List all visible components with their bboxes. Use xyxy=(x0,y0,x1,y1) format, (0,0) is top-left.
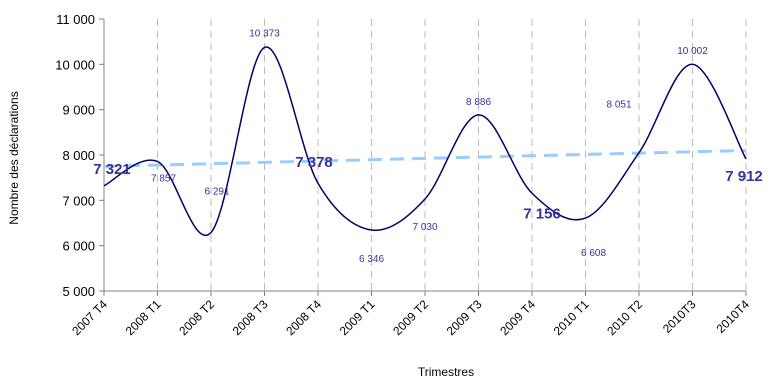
data-label: 7 321 xyxy=(93,161,131,178)
series-line xyxy=(103,46,747,236)
data-label: 7 156 xyxy=(523,205,561,222)
data-label: 7 030 xyxy=(412,222,437,233)
x-tick-label: 2010T4 xyxy=(713,297,752,336)
x-tick-labels: 2007 T4 2008 T1 2008 T2 2008 T3 2008 T4 2009 … xyxy=(69,297,752,338)
y-tick-label: 5 000 xyxy=(62,284,95,299)
grid-lines xyxy=(157,19,747,291)
x-tick-label: 2009 T3 xyxy=(444,297,485,338)
data-label: 6 608 xyxy=(581,248,606,259)
x-tick-label: 2008 T2 xyxy=(176,297,217,338)
data-label: 7 912 xyxy=(725,168,763,185)
y-tick-label: 9 000 xyxy=(62,103,95,118)
data-label: 6 291 xyxy=(204,186,229,197)
x-tick-label: 2010T3 xyxy=(660,297,699,336)
data-label: 8 051 xyxy=(606,100,631,111)
x-axis-title: Trimestres xyxy=(418,365,474,379)
y-tick-label: 6 000 xyxy=(62,239,95,254)
x-tick-label: 2010 T1 xyxy=(551,297,592,338)
x-tick-label: 2008 T3 xyxy=(230,297,271,338)
data-label: 10 373 xyxy=(249,28,280,39)
x-tick-label: 2009 T1 xyxy=(337,297,378,338)
axes xyxy=(99,18,747,296)
data-label: 10 002 xyxy=(677,46,708,57)
x-tick-label: 2007 T4 xyxy=(69,297,110,338)
x-tick-label: 2008 T4 xyxy=(283,297,324,338)
y-tick-label: 7 000 xyxy=(62,193,95,208)
data-label: 7 857 xyxy=(151,173,176,184)
data-label: 7 378 xyxy=(295,154,333,171)
y-tick-labels: 5 000 6 000 7 000 8 000 9 000 10 000 11 000 xyxy=(55,12,95,299)
x-tick-label: 2008 T1 xyxy=(123,297,164,338)
y-tick-label: 10 000 xyxy=(55,57,95,72)
x-tick-label: 2010 T2 xyxy=(604,297,645,338)
y-tick-label: 11 000 xyxy=(56,12,95,27)
data-label: 6 346 xyxy=(359,254,384,265)
data-labels: 7 321 7 857 6 291 10 373 7 378 6 346 7 030 8 88… xyxy=(93,28,763,265)
y-axis-title: Nombre des déclarations xyxy=(7,91,21,224)
y-tick-label: 8 000 xyxy=(62,148,95,163)
x-tick-label: 2009 T2 xyxy=(390,297,431,338)
data-label: 8 886 xyxy=(466,97,491,108)
x-tick-label: 2009 T4 xyxy=(497,297,538,338)
series-group xyxy=(103,46,747,236)
